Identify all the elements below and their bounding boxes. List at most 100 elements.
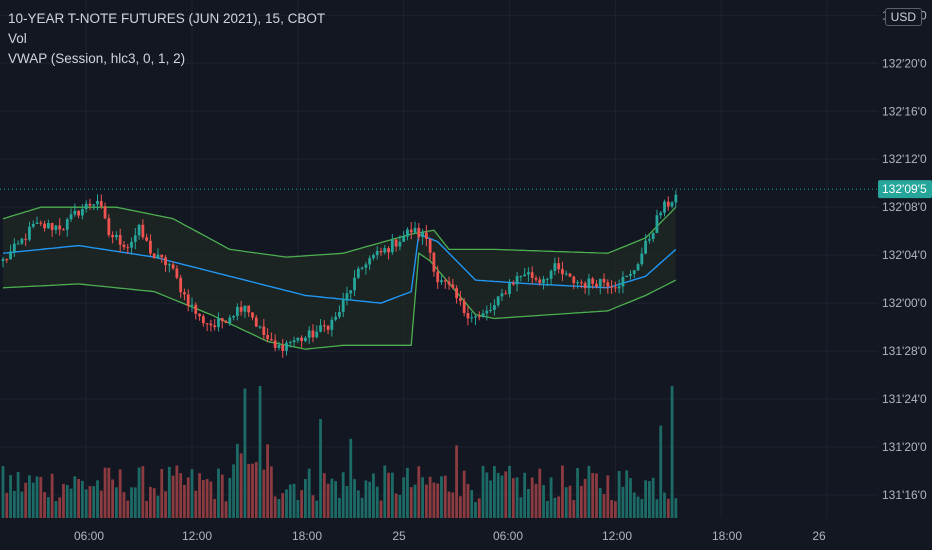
candle-body xyxy=(35,222,39,224)
volume-bar xyxy=(133,487,137,518)
candle-body xyxy=(436,271,440,283)
volume-bar xyxy=(647,481,651,518)
volume-indicator-label[interactable]: Vol xyxy=(8,31,27,46)
volume-bar xyxy=(372,473,375,518)
volume-bar xyxy=(164,491,167,518)
symbol-title[interactable]: 10-YEAR T-NOTE FUTURES (JUN 2021), 15, C… xyxy=(8,11,326,26)
volume-bar xyxy=(247,463,251,518)
candle-body xyxy=(239,306,243,312)
volume-bar xyxy=(595,473,598,518)
volume-bar xyxy=(629,478,632,518)
volume-bar xyxy=(243,388,247,518)
volume-bar xyxy=(617,470,621,518)
vwap-upper-band xyxy=(2,206,677,258)
candle-body xyxy=(640,253,644,265)
time-tick-label: 25 xyxy=(392,529,406,543)
volume-bar xyxy=(179,473,183,518)
volume-bar xyxy=(398,494,402,518)
candle-body xyxy=(322,325,326,327)
candle-body xyxy=(266,335,269,340)
candle-body xyxy=(130,241,133,248)
volume-bar xyxy=(538,468,542,518)
candle-body xyxy=(466,313,470,319)
candle-body xyxy=(171,264,175,269)
volume-bar xyxy=(145,500,149,518)
volume-bar xyxy=(58,497,62,518)
candle-body xyxy=(209,323,213,326)
candle-body xyxy=(160,254,164,258)
candle-body xyxy=(326,325,330,330)
candle-body xyxy=(647,239,651,241)
candle-body xyxy=(73,210,77,215)
candle-body xyxy=(447,281,451,285)
volume-bar xyxy=(205,479,209,518)
volume-bar xyxy=(258,386,262,518)
candle-body xyxy=(220,318,224,322)
volume-bar xyxy=(126,500,130,518)
volume-bar xyxy=(466,483,470,518)
candle-body xyxy=(194,304,198,314)
candle-body xyxy=(179,277,183,293)
vwap-indicator-label[interactable]: VWAP (Session, hlc3, 0, 1, 2) xyxy=(8,51,186,66)
volume-bar xyxy=(292,483,296,518)
candle-body xyxy=(80,209,84,216)
time-tick-label: 18:00 xyxy=(712,529,742,543)
volume-bar xyxy=(353,479,356,518)
price-tick-label: 132'20'0 xyxy=(882,56,927,70)
candle-body xyxy=(602,278,606,283)
volume-bar xyxy=(141,466,145,518)
candle-body xyxy=(598,278,602,287)
volume-bar xyxy=(561,465,564,518)
time-tick-label: 26 xyxy=(812,529,826,543)
candle-body xyxy=(149,240,152,254)
volume-bar xyxy=(557,496,561,518)
volume-bar xyxy=(591,473,595,518)
candle-body xyxy=(674,194,678,203)
volume-bar xyxy=(28,475,31,518)
volume-bar xyxy=(640,499,644,518)
volume-bar xyxy=(315,500,319,518)
volume-bar xyxy=(118,469,122,518)
volume-bar xyxy=(254,461,258,518)
volume-bar xyxy=(458,496,462,518)
candle-body xyxy=(103,206,107,219)
volume-bar xyxy=(311,495,315,518)
volume-bar xyxy=(167,466,171,518)
vwap-bands xyxy=(2,206,677,350)
candle-body xyxy=(613,287,617,289)
chart-legend: 10-YEAR T-NOTE FUTURES (JUN 2021), 15, C… xyxy=(8,9,325,69)
volume-bar xyxy=(35,476,39,518)
candle-body xyxy=(617,286,621,289)
candle-body xyxy=(534,277,538,280)
volume-bar xyxy=(65,485,69,518)
volume-bar xyxy=(375,486,379,518)
candle-body xyxy=(213,325,217,328)
candle-body xyxy=(319,325,322,332)
candle-body xyxy=(107,218,111,235)
candle-body xyxy=(217,318,220,328)
volume-bar xyxy=(421,477,424,518)
volume-bar xyxy=(602,494,606,518)
candle-body xyxy=(409,229,413,233)
volume-bar xyxy=(508,465,511,518)
volume-bar xyxy=(568,485,572,518)
candle-body xyxy=(413,227,417,233)
volume-bar xyxy=(345,486,349,518)
currency-badge[interactable]: USD xyxy=(884,8,922,26)
candle-body xyxy=(375,250,379,256)
volume-bar xyxy=(9,475,12,518)
candle-body xyxy=(65,219,69,230)
volume-bar xyxy=(394,493,398,518)
candle-body xyxy=(9,251,12,260)
candle-body xyxy=(432,252,436,272)
volume-bar xyxy=(80,480,84,518)
candle-body xyxy=(254,317,258,327)
candle-body xyxy=(141,224,145,238)
candle-body xyxy=(88,203,92,206)
volume-bar xyxy=(88,486,92,518)
volume-bar xyxy=(406,467,409,518)
candle-body xyxy=(24,238,28,240)
candle-body xyxy=(496,296,500,306)
